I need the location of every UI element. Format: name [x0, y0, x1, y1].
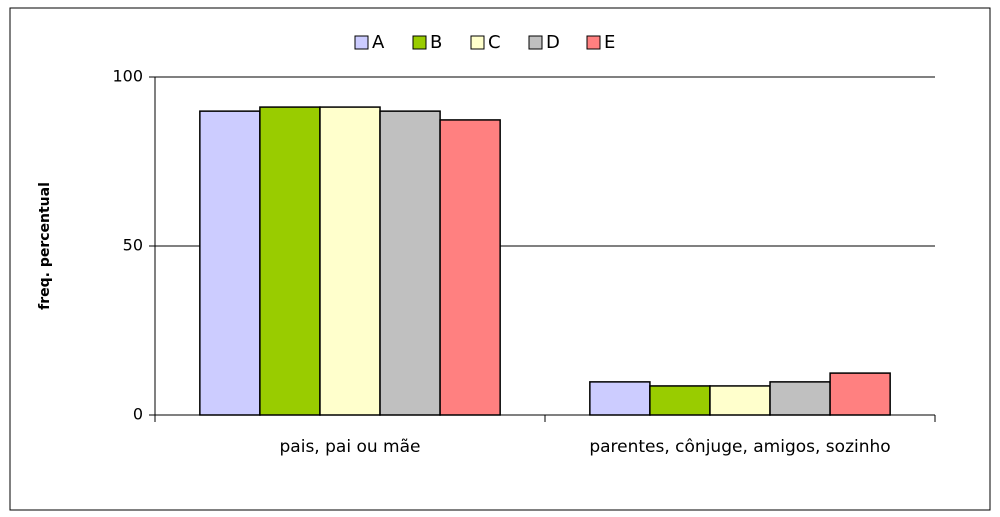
x-tick-label: pais, pai ou mãe	[279, 437, 421, 457]
bar	[709, 385, 771, 416]
legend-label: E	[604, 32, 615, 53]
bar	[769, 381, 831, 416]
bar	[199, 110, 261, 416]
legend-swatch	[412, 35, 427, 50]
legend-label: B	[430, 32, 442, 53]
bar	[379, 110, 441, 416]
legend-label: D	[546, 32, 560, 53]
bar	[829, 372, 891, 416]
legend-swatch	[586, 35, 601, 50]
y-tick-label: 0	[133, 405, 143, 424]
bar	[649, 385, 711, 416]
bar	[319, 106, 381, 416]
y-axis-label: freq. percentual	[37, 182, 53, 310]
legend-label: A	[372, 32, 385, 53]
legend-swatch	[528, 35, 543, 50]
bar	[259, 106, 321, 416]
y-tick-label: 100	[112, 67, 143, 86]
bar	[439, 119, 501, 416]
legend-label: C	[488, 32, 501, 53]
legend-swatch	[470, 35, 485, 50]
x-tick-label: parentes, cônjuge, amigos, sozinho	[589, 437, 891, 457]
y-tick-label: 50	[123, 236, 143, 255]
legend-swatch	[354, 35, 369, 50]
bar	[589, 381, 651, 416]
